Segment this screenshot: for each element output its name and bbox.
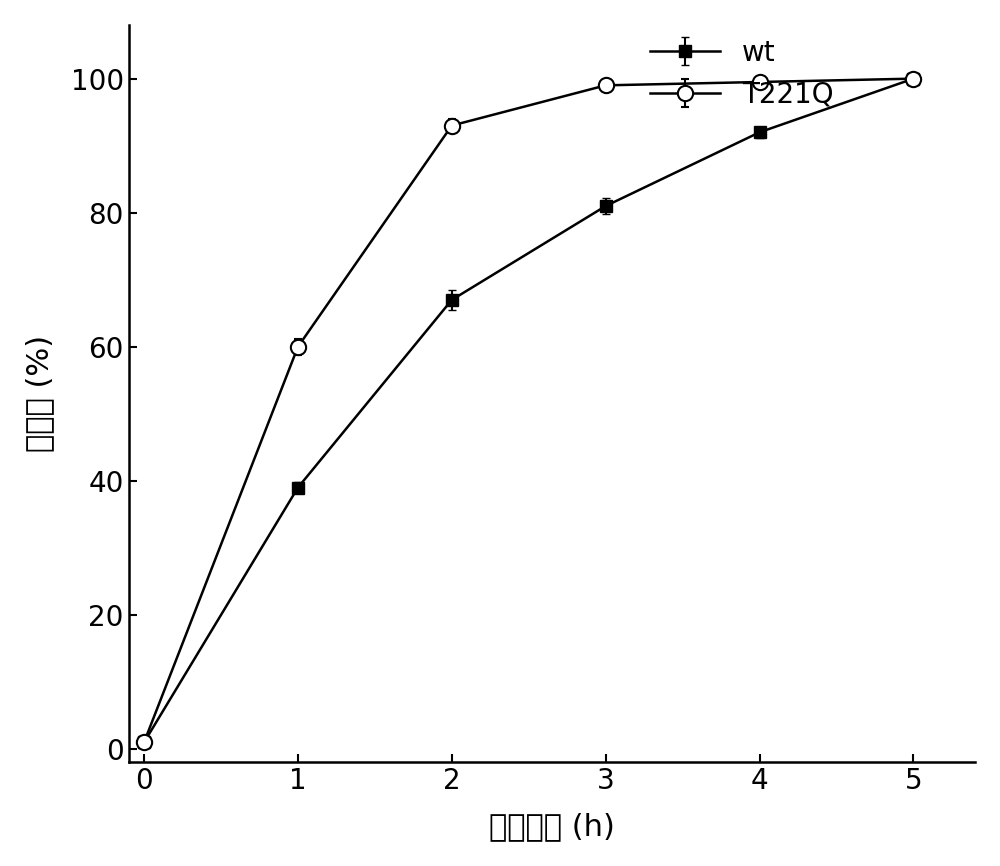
Legend: wt, T221Q: wt, T221Q <box>650 39 834 109</box>
X-axis label: 反应时间 (h): 反应时间 (h) <box>489 812 615 841</box>
Y-axis label: 转化率 (%): 转化率 (%) <box>25 335 54 452</box>
